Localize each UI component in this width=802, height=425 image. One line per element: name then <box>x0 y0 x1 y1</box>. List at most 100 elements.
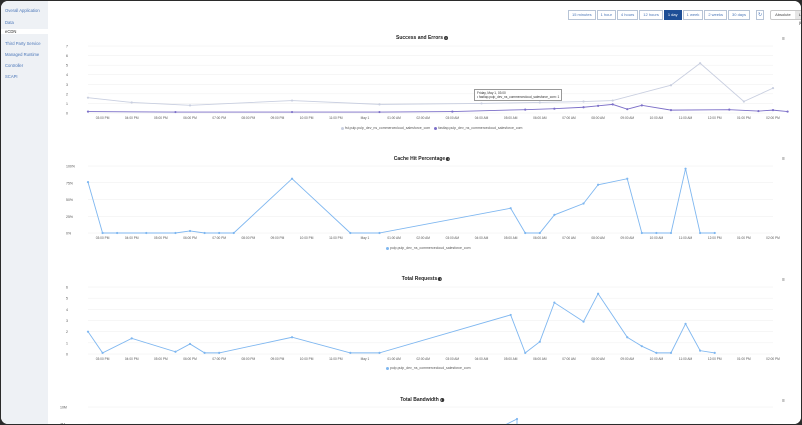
data-point[interactable] <box>378 231 381 235</box>
data-point[interactable] <box>684 322 687 325</box>
info-icon[interactable]: i <box>446 156 451 161</box>
sidebar-item-data[interactable]: Data <box>5 20 14 25</box>
data-point[interactable] <box>553 213 556 217</box>
data-point[interactable] <box>757 109 760 113</box>
data-point[interactable] <box>116 231 119 235</box>
data-point[interactable] <box>699 349 702 352</box>
data-point[interactable] <box>101 351 104 354</box>
data-point[interactable] <box>582 100 585 103</box>
data-point[interactable] <box>713 231 716 235</box>
range-button-2-weeks[interactable]: 2 weeks <box>704 10 728 20</box>
range-button-12-hours[interactable]: 12 hours <box>639 10 663 20</box>
sidebar-item-ecdn[interactable]: eCDN <box>1 29 48 34</box>
data-point[interactable] <box>290 177 294 180</box>
data-point[interactable] <box>515 417 519 421</box>
range-button-1-week[interactable]: 1 week <box>682 10 704 20</box>
sidebar-item-overall-application[interactable]: Overall Application <box>5 8 40 13</box>
chart-menu-icon[interactable]: ≡ <box>782 156 785 162</box>
data-point[interactable] <box>188 229 192 233</box>
data-point[interactable] <box>524 231 527 235</box>
data-point[interactable] <box>188 342 192 346</box>
data-point[interactable] <box>232 231 235 235</box>
data-point[interactable] <box>771 87 775 90</box>
data-point[interactable] <box>640 104 643 107</box>
data-point[interactable] <box>655 351 658 354</box>
data-point[interactable] <box>786 110 789 113</box>
data-point[interactable] <box>218 231 221 235</box>
chart-menu-icon[interactable]: ≡ <box>782 36 785 42</box>
data-point[interactable] <box>188 104 192 107</box>
data-point[interactable] <box>669 231 673 235</box>
data-point[interactable] <box>378 351 381 354</box>
scale-toggle[interactable]: AbsoluteLog (Legacy) <box>770 10 801 25</box>
data-point[interactable] <box>349 351 352 354</box>
data-point[interactable] <box>771 109 775 112</box>
data-point[interactable] <box>349 231 352 235</box>
data-point[interactable] <box>174 231 177 235</box>
data-point[interactable] <box>582 106 585 109</box>
range-button-30-days[interactable]: 30 days <box>728 10 751 20</box>
data-point[interactable] <box>669 84 673 87</box>
data-point[interactable] <box>218 351 221 354</box>
data-point[interactable] <box>145 231 148 235</box>
data-point[interactable] <box>626 177 629 180</box>
data-point[interactable] <box>626 336 629 339</box>
data-point[interactable] <box>290 110 294 114</box>
data-point[interactable] <box>699 231 702 235</box>
scale-option-log-legacy-[interactable]: Log (Legacy) <box>794 11 801 25</box>
data-point[interactable] <box>538 340 541 343</box>
data-point[interactable] <box>713 351 716 354</box>
data-point[interactable] <box>174 350 177 353</box>
data-point[interactable] <box>684 167 687 170</box>
data-point[interactable] <box>597 292 600 295</box>
sidebar-item-managed-runtime[interactable]: Managed Runtime <box>5 52 40 57</box>
refresh-icon[interactable]: ↻ <box>756 10 765 20</box>
data-point[interactable] <box>597 183 600 186</box>
info-icon[interactable]: i <box>439 397 444 402</box>
range-button-1-day[interactable]: 1 day <box>663 10 682 20</box>
range-button-1-hour[interactable]: 1 hour <box>596 10 616 20</box>
info-icon[interactable]: i <box>443 35 448 40</box>
data-point[interactable] <box>130 101 133 104</box>
data-point[interactable] <box>742 100 745 103</box>
data-point[interactable] <box>640 345 643 348</box>
data-point[interactable] <box>203 231 206 235</box>
data-point[interactable] <box>582 320 585 323</box>
sidebar-item-controller[interactable]: Controller <box>5 63 24 68</box>
chart-menu-icon[interactable]: ≡ <box>782 398 785 404</box>
data-point[interactable] <box>538 231 541 235</box>
data-point[interactable] <box>538 101 541 104</box>
range-button-4-hours[interactable]: 4 hours <box>616 10 639 20</box>
scale-option-absolute[interactable]: Absolute <box>775 12 791 17</box>
data-point[interactable] <box>451 110 454 113</box>
data-point[interactable] <box>611 99 614 102</box>
data-point[interactable] <box>130 337 133 340</box>
data-point[interactable] <box>480 102 483 105</box>
data-point[interactable] <box>669 109 673 112</box>
data-point[interactable] <box>640 231 643 235</box>
data-point[interactable] <box>611 103 614 106</box>
data-point[interactable] <box>86 110 90 113</box>
data-point[interactable] <box>669 351 673 354</box>
data-point[interactable] <box>582 202 585 205</box>
info-icon[interactable]: i <box>438 276 443 281</box>
data-point[interactable] <box>86 180 90 184</box>
data-point[interactable] <box>626 108 629 111</box>
data-point[interactable] <box>378 110 381 114</box>
sidebar-item-third-party-service[interactable]: Third Party Service <box>5 41 41 46</box>
data-point[interactable] <box>290 99 294 102</box>
data-point[interactable] <box>203 351 206 354</box>
data-point[interactable] <box>101 231 104 235</box>
data-point[interactable] <box>655 231 658 235</box>
data-point[interactable] <box>553 107 556 110</box>
data-point[interactable] <box>524 108 527 111</box>
data-point[interactable] <box>86 96 90 99</box>
data-point[interactable] <box>553 301 556 304</box>
data-point[interactable] <box>728 108 731 111</box>
chart-menu-icon[interactable]: ≡ <box>782 277 785 283</box>
data-point[interactable] <box>509 313 512 317</box>
data-point[interactable] <box>524 351 527 354</box>
data-point[interactable] <box>378 103 381 106</box>
data-point[interactable] <box>699 62 702 65</box>
data-point[interactable] <box>597 104 600 107</box>
